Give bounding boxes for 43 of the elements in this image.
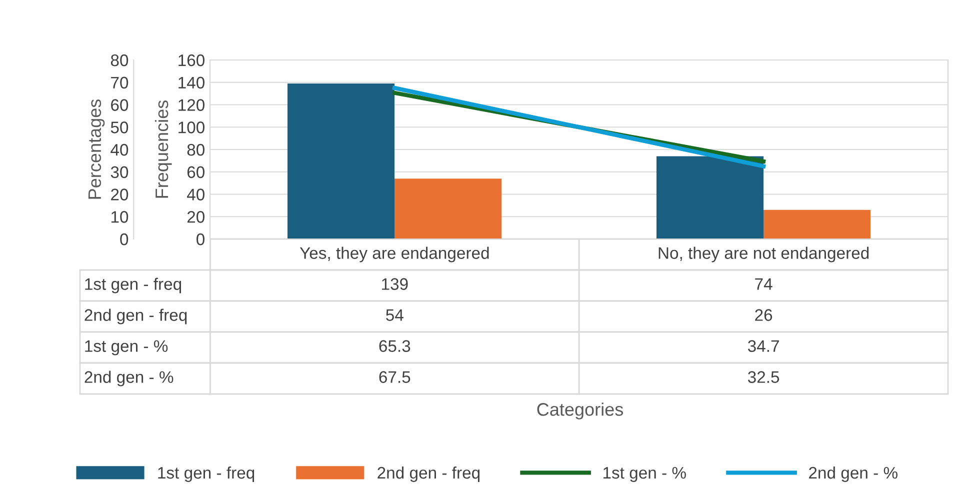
data-label: 26 — [755, 309, 772, 321]
y-tick-label: 0 — [196, 233, 204, 246]
data-label: 139 — [382, 278, 408, 290]
y-tick-label: 140 — [178, 76, 204, 89]
bar — [287, 83, 394, 239]
y2-tick-label: 50 — [110, 122, 128, 134]
legend-label: 1st gen - % — [604, 466, 686, 482]
y2-tick-label: 40 — [110, 144, 128, 156]
data-label: 74 — [755, 278, 772, 290]
y2-tick-label: 70 — [111, 76, 128, 89]
y2-tick-label: 60 — [111, 99, 128, 111]
text: Categories — [537, 402, 624, 420]
data-label: 34.7 — [748, 340, 779, 352]
y-tick-label: 120 — [178, 99, 204, 111]
data-label: 32.5 — [748, 371, 780, 383]
text: 1st gen - freq — [85, 278, 182, 294]
bar — [394, 178, 502, 239]
data-label: 54 — [386, 309, 404, 321]
y-tick-label: 60 — [187, 166, 204, 178]
y-tick-label: 20 — [187, 211, 204, 223]
y2-tick-label: 0 — [120, 233, 128, 246]
y-tick-label: 40 — [186, 188, 204, 200]
y-tick-label: 80 — [187, 144, 204, 156]
data-label: 67.5 — [379, 371, 410, 383]
y-axis-title: Frequencies — [154, 100, 172, 198]
legend-label: 1st gen - freq — [158, 466, 254, 482]
x-tick-label: No, they are not endangered — [658, 246, 869, 262]
y-tick-label: 160 — [178, 54, 204, 66]
y2-tick-label: 80 — [110, 54, 128, 66]
bar — [764, 210, 871, 239]
text: 2nd gen - % — [84, 370, 174, 386]
y-tick-label: 100 — [178, 122, 204, 134]
y2-tick-label: 20 — [111, 188, 128, 200]
text: 2nd gen - freq — [84, 308, 187, 324]
x-tick-label: Yes, they are endangered — [300, 246, 489, 262]
y2-axis-title: Percentages — [88, 99, 105, 199]
bar — [656, 156, 764, 239]
text: 1st gen - % — [85, 340, 168, 356]
data-label: 65.3 — [379, 340, 410, 352]
y2-tick-label: 30 — [110, 166, 128, 178]
legend-label: 2nd gen - % — [809, 466, 898, 482]
y2-tick-label: 10 — [111, 211, 128, 223]
legend-label: 2nd gen - freq — [378, 466, 480, 482]
